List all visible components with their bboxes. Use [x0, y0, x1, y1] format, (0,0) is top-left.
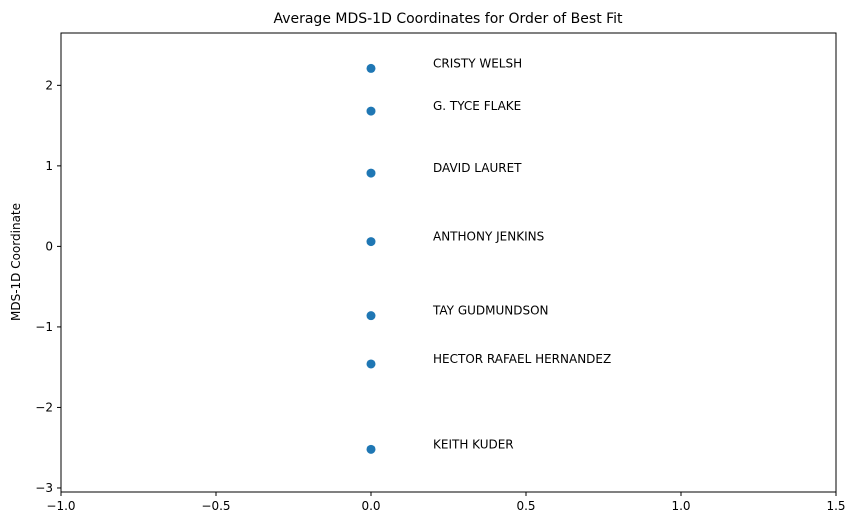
y-tick-label: −1 — [35, 320, 53, 334]
y-tick-label: −3 — [35, 481, 53, 495]
point-label: TAY GUDMUNDSON — [432, 304, 549, 318]
x-tick-label: −1.0 — [46, 499, 75, 513]
point-label: G. TYCE FLAKE — [433, 99, 521, 113]
data-point — [366, 168, 376, 178]
point-label: KEITH KUDER — [433, 437, 514, 451]
plot-frame — [60, 32, 837, 493]
data-points — [366, 63, 376, 454]
data-point — [366, 311, 376, 321]
y-tick-label: 2 — [45, 78, 53, 92]
y-tick-label: 0 — [45, 239, 53, 253]
data-point — [366, 237, 376, 247]
x-tick-label: 0.5 — [516, 499, 535, 513]
data-point — [366, 359, 376, 369]
point-label: ANTHONY JENKINS — [433, 230, 544, 244]
data-point — [366, 63, 376, 73]
x-tick-label: 0.0 — [361, 499, 380, 513]
x-tick-label: 1.5 — [826, 499, 845, 513]
point-label: HECTOR RAFAEL HERNANDEZ — [433, 352, 611, 366]
point-label: CRISTY WELSH — [433, 56, 522, 70]
y-tick-label: −2 — [35, 400, 53, 414]
data-point — [366, 106, 376, 116]
y-axis-label: MDS-1D Coordinate — [9, 203, 23, 321]
y-axis: −3 −2 −1 0 1 2 — [35, 78, 61, 495]
x-tick-label: −0.5 — [201, 499, 230, 513]
y-tick-label: 1 — [45, 159, 53, 173]
chart-title: Average MDS-1D Coordinates for Order of … — [273, 11, 623, 27]
x-axis: −1.0 −0.5 0.0 0.5 1.0 1.5 — [46, 492, 846, 513]
point-labels: CRISTY WELSH G. TYCE FLAKE DAVID LAURET ANT… — [432, 56, 611, 451]
point-label: DAVID LAURET — [433, 161, 522, 175]
data-point — [366, 444, 376, 454]
x-tick-label: 1.0 — [671, 499, 690, 513]
